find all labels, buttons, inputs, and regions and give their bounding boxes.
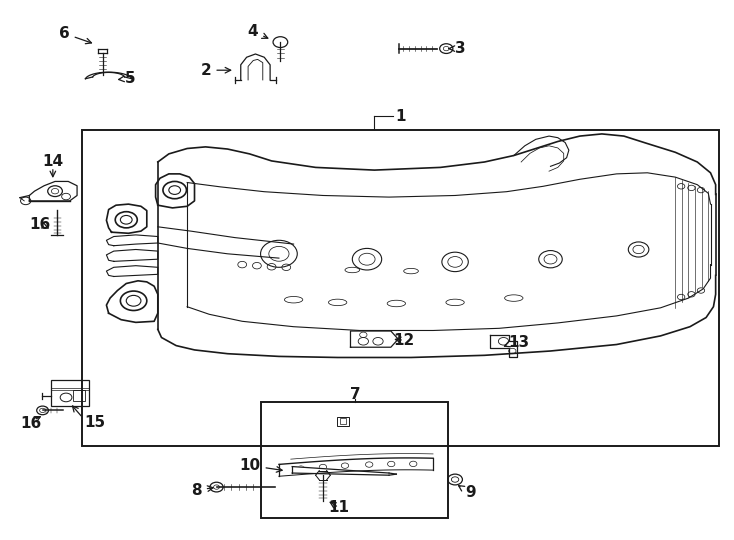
Text: 15: 15 [84, 415, 106, 430]
Text: 14: 14 [43, 154, 63, 170]
Text: 13: 13 [508, 335, 529, 350]
Bar [82, 130, 719, 446]
Text: 12: 12 [393, 333, 415, 348]
Text: 10: 10 [239, 458, 282, 473]
Text: 6: 6 [59, 26, 92, 44]
Polygon shape [292, 467, 389, 475]
Text: 11: 11 [328, 500, 349, 515]
Text: 8: 8 [192, 483, 213, 498]
Text: 9: 9 [465, 485, 476, 500]
Text: 5: 5 [119, 71, 136, 86]
Text: 2: 2 [200, 63, 230, 78]
Text: 7: 7 [350, 387, 360, 402]
Text: 16: 16 [30, 217, 51, 232]
Bar [261, 402, 448, 518]
Text: 3: 3 [449, 41, 465, 56]
Text: 4: 4 [248, 24, 268, 39]
Bar [340, 418, 346, 424]
Bar [51, 380, 89, 406]
Bar [73, 390, 85, 401]
Text: 1: 1 [395, 109, 405, 124]
Text: 16: 16 [21, 416, 41, 431]
Bar [337, 417, 349, 426]
